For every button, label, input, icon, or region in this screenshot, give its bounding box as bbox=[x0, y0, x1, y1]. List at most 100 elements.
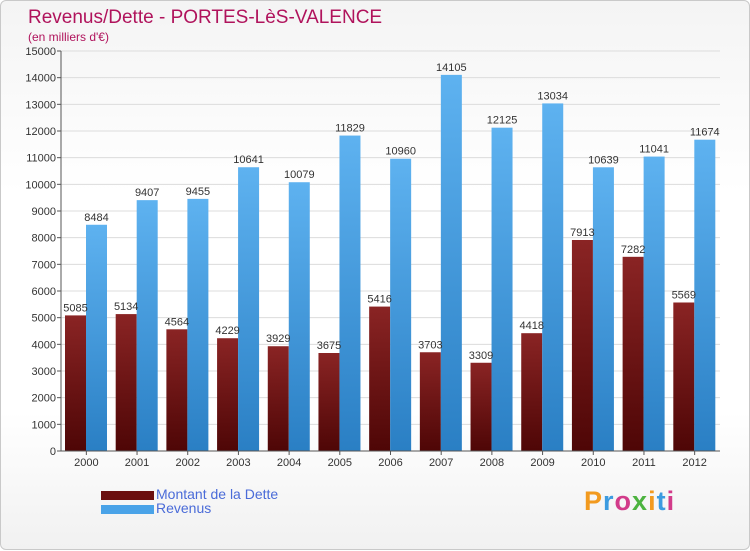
y-tick-label: 10000 bbox=[25, 179, 56, 191]
bar-revenus bbox=[592, 167, 614, 451]
y-tick-label: 1000 bbox=[32, 419, 56, 431]
bar-debt bbox=[65, 315, 86, 451]
x-tick-label: 2005 bbox=[328, 457, 352, 469]
bar-revenus bbox=[187, 198, 209, 451]
x-tick-label: 2004 bbox=[277, 457, 301, 469]
bar-revenus bbox=[86, 224, 107, 451]
bar-revenus bbox=[491, 127, 513, 452]
x-tick-label: 2011 bbox=[632, 457, 656, 469]
data-label-revenus: 9455 bbox=[186, 186, 210, 198]
logo-letter: i bbox=[648, 486, 657, 516]
data-label-debt: 3675 bbox=[317, 340, 341, 352]
data-label-revenus: 10079 bbox=[284, 169, 315, 181]
chart-subtitle: (en milliers d'€) bbox=[28, 30, 109, 44]
bar-revenus bbox=[643, 156, 665, 451]
bar-debt bbox=[622, 256, 644, 451]
data-labels: 5085 8484 5134 9407 4564 9455 4229 10641 3929 100… bbox=[63, 62, 719, 362]
bar-debt bbox=[571, 239, 593, 451]
x-tick-label: 2008 bbox=[480, 457, 504, 469]
data-label-revenus: 12125 bbox=[487, 115, 518, 127]
x-tick-label: 2010 bbox=[581, 457, 605, 469]
logo-letter: r bbox=[603, 486, 615, 516]
data-label-debt: 3929 bbox=[266, 333, 290, 345]
logo-letter: x bbox=[632, 486, 649, 516]
bar-revenus bbox=[542, 103, 564, 451]
data-label-revenus: 14105 bbox=[436, 62, 467, 74]
x-tick-label: 2001 bbox=[125, 457, 149, 469]
data-label-debt: 3309 bbox=[469, 350, 493, 362]
bar-revenus bbox=[390, 158, 412, 451]
legend-swatch-revenus bbox=[101, 505, 154, 514]
data-label-debt: 4418 bbox=[519, 320, 543, 332]
data-label-debt: 4229 bbox=[215, 325, 239, 337]
data-label-debt: 5416 bbox=[367, 294, 391, 306]
bar-debt bbox=[369, 306, 391, 451]
bar-revenus bbox=[339, 135, 361, 451]
x-tick-label: 2009 bbox=[530, 457, 554, 469]
x-tick-label: 2003 bbox=[226, 457, 250, 469]
data-label-revenus: 10639 bbox=[588, 154, 619, 166]
chart-title: Revenus/Dette - PORTES-LèS-VALENCE bbox=[28, 7, 383, 28]
bar-debt bbox=[419, 352, 441, 451]
data-label-revenus: 9407 bbox=[135, 187, 159, 199]
y-tick-label: 5000 bbox=[32, 313, 56, 325]
y-axis-ticks: 0 1000 2000 3000 4000 5000 6000 7000 8000 9000 100… bbox=[25, 46, 61, 458]
y-tick-label: 13000 bbox=[25, 99, 56, 111]
legend-label-debt: Montant de la Dette bbox=[156, 486, 279, 502]
data-label-debt: 7913 bbox=[570, 227, 594, 239]
bar-revenus bbox=[694, 139, 716, 451]
data-label-revenus: 11674 bbox=[690, 127, 720, 139]
y-tick-label: 12000 bbox=[25, 126, 56, 138]
y-tick-label: 14000 bbox=[25, 73, 56, 85]
data-label-revenus: 11829 bbox=[335, 123, 365, 135]
data-label-debt: 4564 bbox=[165, 316, 189, 328]
bar-revenus bbox=[238, 167, 260, 452]
data-label-revenus: 8484 bbox=[84, 212, 108, 224]
data-label-debt: 3703 bbox=[418, 339, 442, 351]
data-label-revenus: 13034 bbox=[537, 90, 568, 102]
x-tick-label: 2006 bbox=[378, 457, 402, 469]
y-tick-label: 15000 bbox=[25, 46, 56, 58]
x-axis-ticks: 2000 2001 2002 2003 2004 2005 2006 2007 2008 2009… bbox=[74, 451, 707, 469]
y-tick-label: 0 bbox=[50, 446, 56, 458]
legend-label-revenus: Revenus bbox=[156, 500, 212, 516]
bar-debt bbox=[521, 333, 543, 451]
bar-debt bbox=[115, 314, 137, 451]
y-tick-label: 6000 bbox=[32, 286, 56, 298]
data-label-revenus: 10641 bbox=[233, 154, 264, 166]
axes bbox=[60, 51, 720, 452]
y-tick-label: 11000 bbox=[26, 153, 56, 165]
bar-debt bbox=[166, 329, 188, 451]
bar-debt bbox=[217, 338, 239, 451]
legend-swatch-debt bbox=[101, 491, 154, 500]
data-label-revenus: 10960 bbox=[385, 146, 416, 158]
data-label-debt: 5085 bbox=[63, 302, 87, 314]
logo-letter: o bbox=[614, 486, 633, 516]
data-label-debt: 5569 bbox=[672, 289, 696, 301]
proxiti-logo: Proxiti bbox=[584, 486, 675, 517]
bar-debt bbox=[318, 353, 340, 451]
y-tick-label: 2000 bbox=[32, 393, 56, 405]
x-tick-label: 2002 bbox=[175, 457, 199, 469]
y-tick-label: 8000 bbox=[32, 233, 56, 245]
x-tick-label: 2012 bbox=[682, 457, 706, 469]
logo-letter: i bbox=[666, 486, 676, 516]
bar-debt bbox=[470, 362, 492, 451]
x-tick-label: 2000 bbox=[74, 457, 98, 469]
data-label-revenus: 11041 bbox=[639, 144, 669, 156]
y-tick-label: 7000 bbox=[32, 259, 56, 271]
bar-debt bbox=[673, 302, 695, 451]
bar-revenus bbox=[136, 200, 158, 451]
bars bbox=[65, 74, 716, 452]
data-label-debt: 7282 bbox=[621, 244, 645, 256]
bar-revenus bbox=[440, 74, 462, 451]
x-tick-label: 2007 bbox=[429, 457, 453, 469]
logo-letter: P bbox=[584, 486, 604, 516]
y-tick-label: 3000 bbox=[32, 366, 56, 378]
bar-revenus bbox=[288, 182, 310, 451]
y-tick-label: 4000 bbox=[32, 339, 56, 351]
logo-letter: t bbox=[656, 486, 667, 516]
data-label-debt: 5134 bbox=[114, 301, 138, 313]
